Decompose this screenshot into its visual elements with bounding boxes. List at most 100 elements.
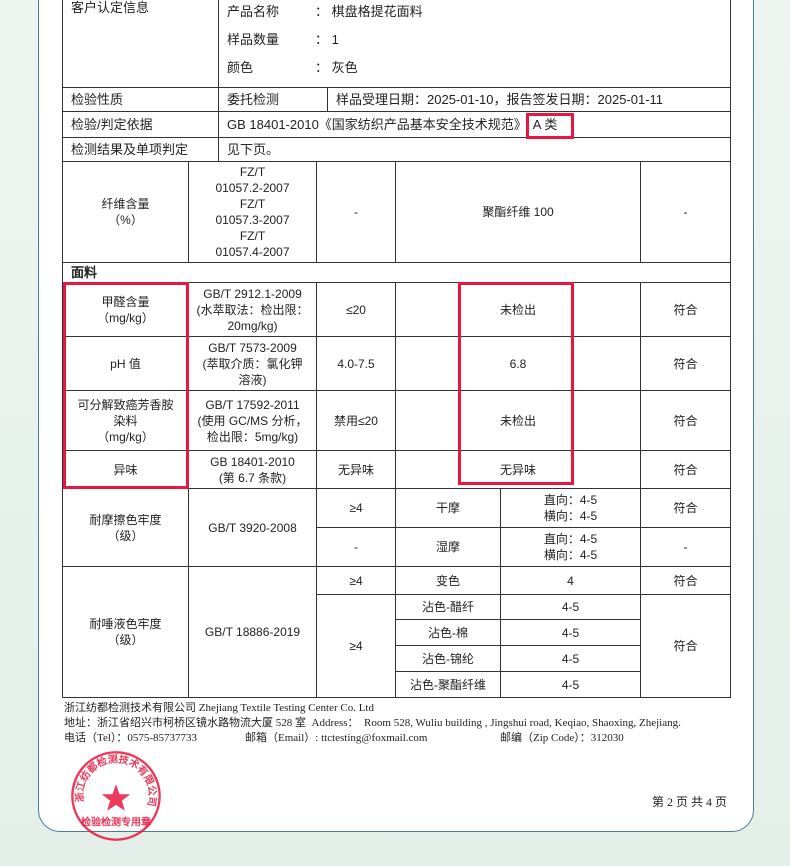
row-verdict: 符合 bbox=[640, 450, 731, 489]
highlight-box-results bbox=[458, 282, 574, 485]
saliva-change-verdict: 符合 bbox=[640, 566, 731, 595]
row-result-text: 未检出 bbox=[499, 413, 536, 428]
row-result-text: 未检出 bbox=[499, 302, 536, 317]
row-method-text: GB/T 7573-2009 (萃取介质：氯化钾 溶液) bbox=[202, 340, 303, 387]
row-verdict: 符合 bbox=[640, 282, 731, 337]
saliva-stain-type: 沾色-聚酯纤维 bbox=[395, 671, 501, 698]
row-spec-text: 无异味 bbox=[337, 462, 374, 477]
field-label: 颜色 bbox=[227, 60, 254, 75]
rubbing-method-text: GB/T 3920-2008 bbox=[208, 520, 297, 535]
saliva-stain-result-text: 4-5 bbox=[561, 600, 580, 614]
nature-value-text: 委托检测 bbox=[227, 91, 280, 107]
row-verdict-text: 符合 bbox=[673, 356, 698, 371]
saliva-change-result: 4 bbox=[500, 566, 641, 595]
svg-text:检验检测专用章: 检验检测专用章 bbox=[81, 815, 151, 828]
fiber-result: 聚酯纤维 100 bbox=[395, 161, 641, 263]
row-verdict-text: 符合 bbox=[673, 462, 698, 477]
row-method: GB/T 2912.1-2009 (水萃取法：检出限： 20mg/kg) bbox=[188, 282, 317, 337]
row-spec: ≤20 bbox=[316, 282, 396, 337]
fiber-spec: - bbox=[316, 161, 396, 263]
field-value: ： 棋盘格提花面料 bbox=[315, 4, 423, 19]
rubbing-result-text: 直向：4-5 横向：4-5 bbox=[543, 532, 598, 562]
saliva-stain-result-text: 4-5 bbox=[561, 625, 580, 640]
saliva-change-result-text: 4 bbox=[567, 573, 574, 588]
basis-value-text: GB 18401-2010《国家纺织产品基本安全技术规范》 bbox=[227, 116, 527, 132]
row-spec-text: ≤20 bbox=[346, 302, 366, 317]
fiber-verdict: - bbox=[640, 161, 731, 263]
saliva-stain-result: 4-5 bbox=[500, 619, 641, 646]
rubbing-spec-text: ≥4 bbox=[349, 501, 363, 515]
rubbing-spec: - bbox=[316, 527, 396, 567]
saliva-change-spec-text: ≥4 bbox=[349, 573, 363, 588]
customer-info-values: 产品名称 ： 棋盘格提花面料 样品数量 ： 1 颜色 ： 灰色 bbox=[218, 0, 731, 88]
row-spec: 4.0-7.5 bbox=[316, 336, 396, 391]
saliva-stain-spec-text: ≥4 bbox=[349, 639, 363, 653]
field-value: ： 1 bbox=[315, 32, 339, 47]
row-result-text: 6.8 bbox=[509, 356, 527, 371]
saliva-stain-type: 沾色-棉 bbox=[395, 619, 501, 646]
row-spec-text: 4.0-7.5 bbox=[337, 356, 375, 371]
rubbing-type-text: 干摩 bbox=[435, 501, 460, 515]
customer-info-label-text: 客户认定信息 bbox=[71, 0, 150, 15]
row-item-text: pH 值 bbox=[110, 356, 141, 371]
rubbing-type: 湿摩 bbox=[395, 527, 501, 567]
row-verdict-text: 符合 bbox=[673, 302, 698, 317]
row-method: GB/T 17592-2011 (使用 GC/MS 分析， 检出限：5mg/kg… bbox=[188, 390, 317, 451]
nature-label-text: 检验性质 bbox=[71, 91, 124, 107]
row-method: GB 18401-2010 (第 6.7 条款) bbox=[188, 450, 317, 489]
basis-label-text: 检验/判定依据 bbox=[71, 116, 153, 132]
nature-value: 委托检测 bbox=[218, 87, 328, 112]
saliva-method-text: GB/T 18886-2019 bbox=[204, 625, 301, 639]
highlight-box-class bbox=[526, 113, 574, 139]
result-label: 检测结果及单项判定 bbox=[62, 137, 219, 162]
official-seal-stamp: 浙江纺都检测技术有限公司 检验检测专用章 bbox=[71, 751, 161, 841]
basis-label: 检验/判定依据 bbox=[62, 111, 219, 138]
saliva-stain-type: 沾色-锦纶 bbox=[395, 645, 501, 672]
row-result-text: 无异味 bbox=[499, 462, 536, 477]
saliva-change-type-text: 变色 bbox=[435, 573, 460, 588]
row-verdict: 符合 bbox=[640, 390, 731, 451]
rubbing-item-text: 耐摩擦色牢度 （级） bbox=[89, 512, 162, 543]
rubbing-spec: ≥4 bbox=[316, 488, 396, 528]
result-value-text: 见下页。 bbox=[227, 141, 280, 157]
row-method-text: GB/T 17592-2011 (使用 GC/MS 分析， 检出限：5mg/kg… bbox=[197, 397, 308, 444]
highlight-box-items bbox=[63, 282, 189, 489]
saliva-stain-type-text: 沾色-棉 bbox=[428, 625, 468, 640]
nature-label: 检验性质 bbox=[62, 87, 219, 112]
row-item-text: 可分解致癌芳香胺 染料 （mg/kg） bbox=[77, 397, 174, 444]
row-item-text: 异味 bbox=[113, 462, 138, 477]
section-label-text: 面料 bbox=[71, 264, 98, 280]
rubbing-verdict: 符合 bbox=[640, 488, 731, 528]
saliva-stain-result-text: 4-5 bbox=[561, 677, 580, 692]
rubbing-result: 直向：4-5 横向：4-5 bbox=[500, 527, 641, 567]
fiber-spec-text: - bbox=[354, 205, 358, 219]
customer-info-label: 客户认定信息 bbox=[62, 0, 219, 88]
saliva-stain-result: 4-5 bbox=[500, 594, 641, 620]
saliva-stain-result: 4-5 bbox=[500, 671, 641, 698]
saliva-stain-verdict: 符合 bbox=[640, 594, 731, 698]
fiber-result-text: 聚酯纤维 100 bbox=[482, 205, 554, 219]
basis-value: GB 18401-2010《国家纺织产品基本安全技术规范》 A 类 bbox=[218, 111, 731, 138]
saliva-stain-verdict-text: 符合 bbox=[673, 639, 698, 653]
rubbing-verdict: - bbox=[640, 527, 731, 567]
rubbing-item: 耐摩擦色牢度 （级） bbox=[62, 488, 189, 567]
saliva-change-spec: ≥4 bbox=[316, 566, 396, 595]
row-method: GB/T 7573-2009 (萃取介质：氯化钾 溶液) bbox=[188, 336, 317, 391]
field-label: 样品数量 bbox=[227, 32, 280, 47]
rubbing-result-text: 直向：4-5 横向：4-5 bbox=[543, 493, 598, 523]
dates-value: 样品受理日期：2025-01-10，报告签发日期：2025-01-11 bbox=[327, 87, 731, 112]
rubbing-type-text: 湿摩 bbox=[435, 540, 460, 554]
field-label: 产品名称 bbox=[227, 4, 280, 19]
saliva-stain-type: 沾色-醋纤 bbox=[395, 594, 501, 620]
fiber-item-text: 纤维含量 （%） bbox=[101, 197, 150, 227]
row-verdict-text: 符合 bbox=[673, 413, 698, 428]
row-method-text: GB/T 2912.1-2009 (水萃取法：检出限： 20mg/kg) bbox=[196, 286, 309, 333]
saliva-method: GB/T 18886-2019 bbox=[188, 566, 317, 698]
row-spec: 无异味 bbox=[316, 450, 396, 489]
row-spec-text: 禁用≤20 bbox=[334, 413, 378, 428]
rubbing-method: GB/T 3920-2008 bbox=[188, 488, 317, 567]
saliva-stain-result-text: 4-5 bbox=[561, 651, 580, 666]
footer-tel: 电话（Tel）：0575-85737733 bbox=[64, 732, 198, 744]
row-method-text: GB 18401-2010 (第 6.7 条款) bbox=[210, 454, 295, 485]
